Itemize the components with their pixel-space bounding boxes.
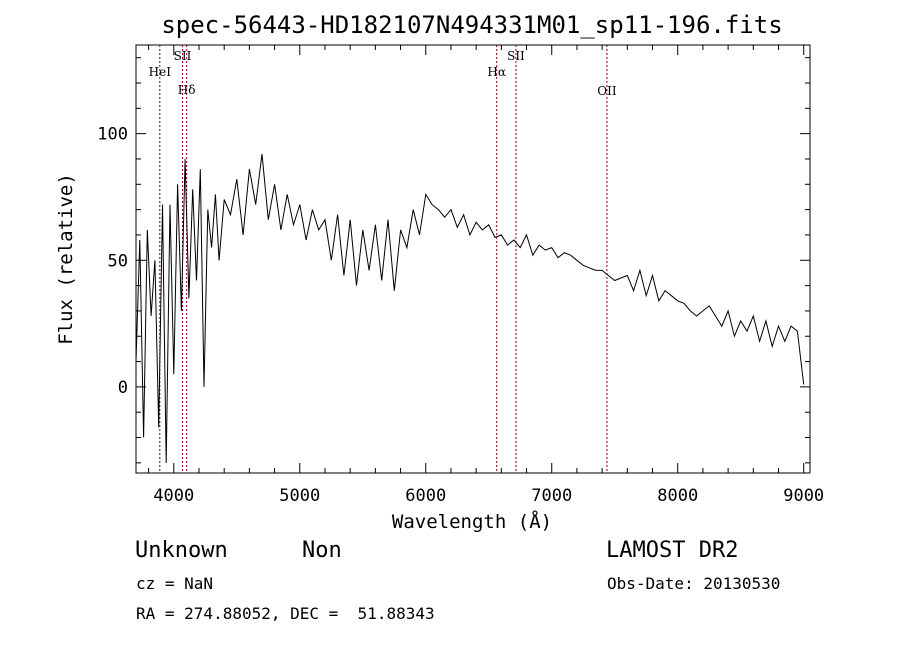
line-label: SII [507, 49, 525, 63]
x-tick-label: 4000 [153, 486, 194, 506]
survey-name: LAMOST DR2 [606, 538, 739, 563]
line-label: SII [174, 49, 192, 63]
line-label: Hα [487, 65, 506, 79]
line-label: HeI [149, 65, 172, 79]
coordinates-text: RA = 274.88052, DEC = 51.88343 [136, 604, 435, 623]
spectrum-series [135, 153, 805, 463]
x-tick-label: 5000 [279, 486, 320, 506]
axes: 4000 5000 6000 7000 8000 9000 0 50 100 [97, 45, 824, 506]
x-axis-label: Wavelength (Å) [392, 510, 552, 533]
line-label: Hδ [178, 83, 196, 97]
chart-title: spec-56443-HD182107N494331M01_sp11-196.f… [161, 11, 782, 39]
x-tick-label: 9000 [783, 486, 824, 506]
object-subclass: Non [302, 538, 342, 563]
plot-frame [135, 44, 811, 474]
y-tick-label: 50 [108, 251, 128, 271]
y-axis-label: Flux (relative) [55, 173, 77, 345]
y-tick-label: 0 [118, 378, 128, 398]
observation-date: Obs-Date: 20130530 [607, 574, 781, 593]
redshift-text: cz = NaN [136, 574, 214, 593]
line-label: OII [597, 84, 617, 98]
spectrum-line [135, 153, 805, 463]
object-class: Unknown [135, 538, 228, 563]
x-tick-label: 7000 [531, 486, 572, 506]
y-tick-label: 100 [97, 125, 128, 145]
x-tick-label: 8000 [657, 486, 698, 506]
x-tick-label: 6000 [405, 486, 446, 506]
